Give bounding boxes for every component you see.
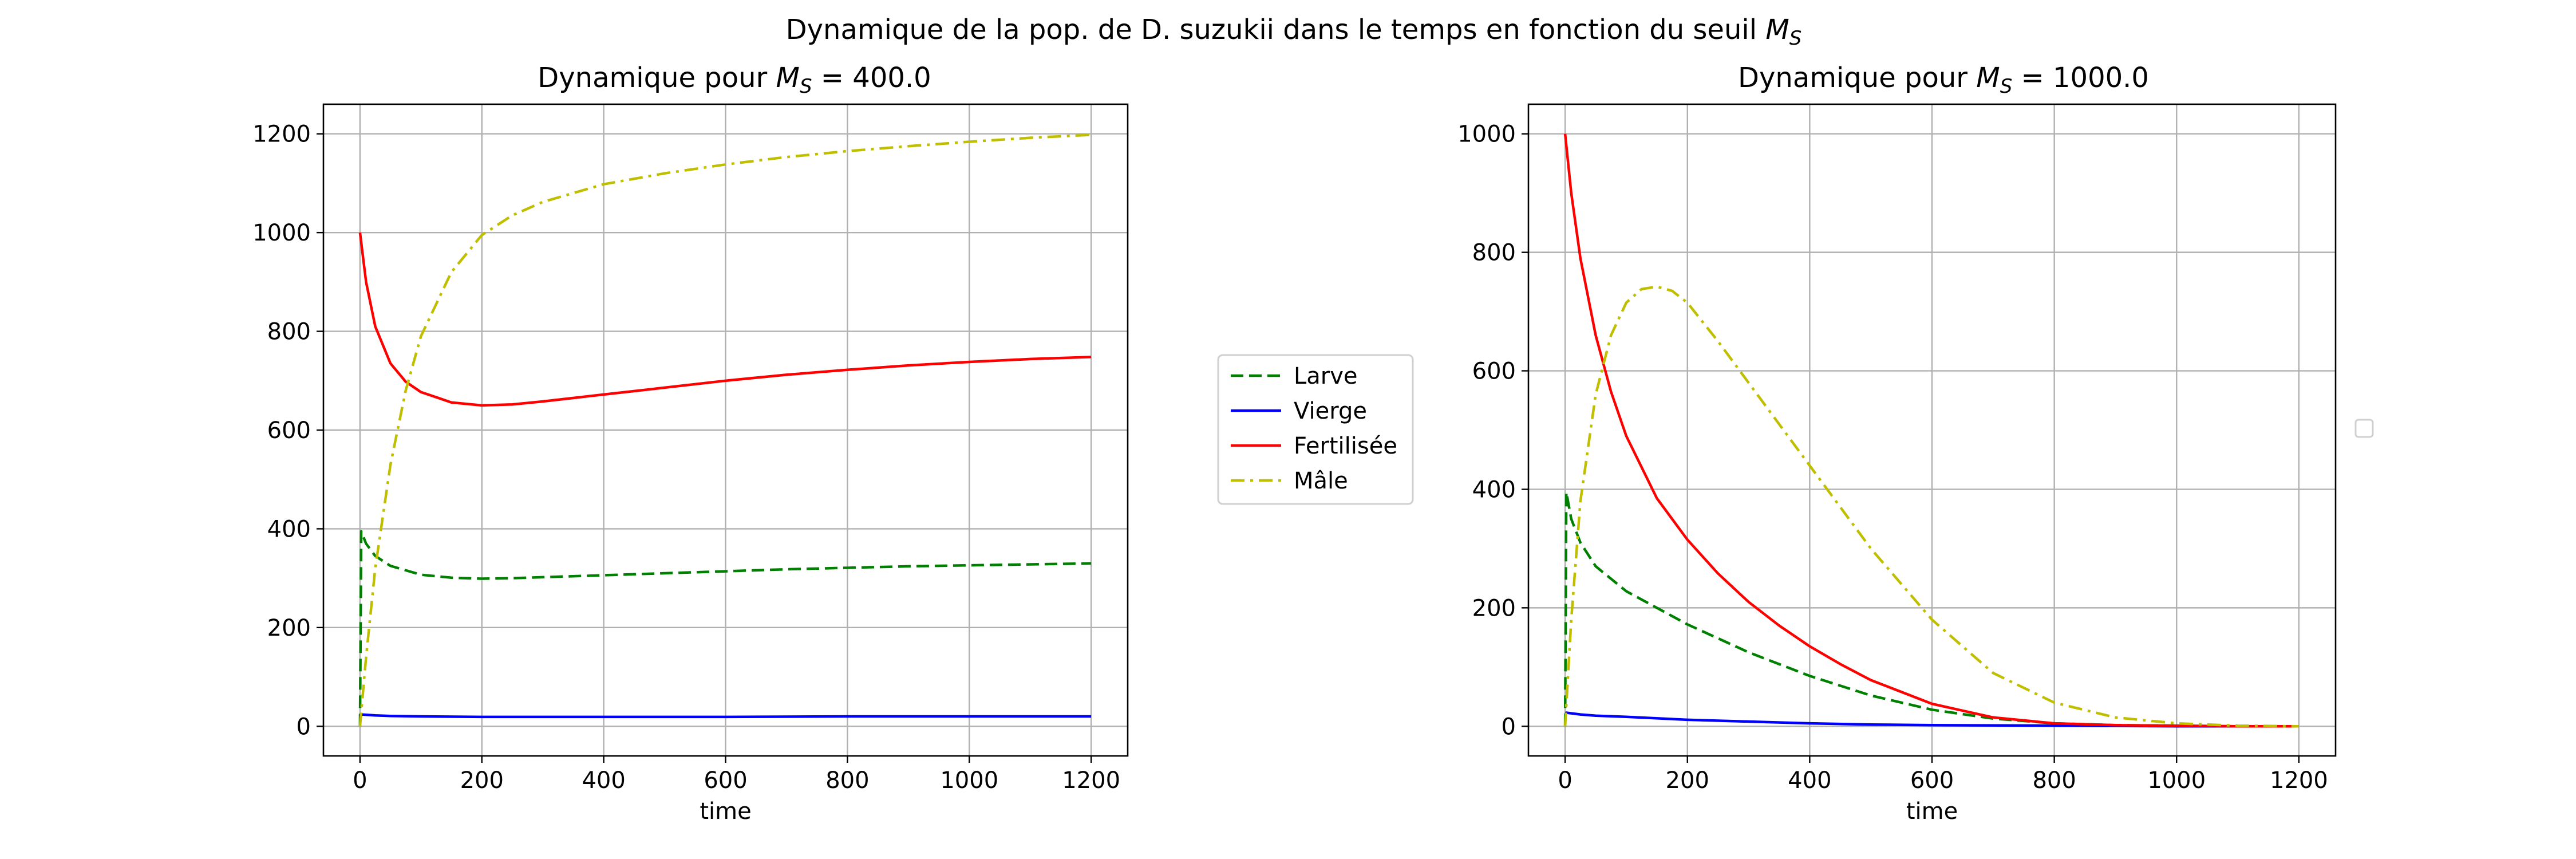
y-tick-label: 800 bbox=[267, 319, 311, 345]
legend: Larve Vierge Fertilisée Mâle bbox=[1217, 354, 1414, 505]
series-line-mâle bbox=[1563, 285, 2299, 728]
series-line-larve bbox=[358, 530, 1092, 727]
plot-ms-1000: Dynamique pour MS = 1000.0 0 200 400 600 800… bbox=[1457, 62, 2337, 825]
figure-suptitle: Dynamique de la pop. de D. suzukii dans … bbox=[786, 14, 1802, 50]
y-tick-label: 400 bbox=[1472, 476, 1516, 503]
y-tick-label: 400 bbox=[267, 516, 311, 542]
legend-label: Larve bbox=[1294, 363, 1358, 389]
x-tick-label: 600 bbox=[704, 767, 747, 794]
x-tick-label: 0 bbox=[353, 767, 367, 794]
series-line-vierge bbox=[1564, 711, 2299, 728]
x-tick-label: 200 bbox=[460, 767, 504, 794]
x-tick-label: 1000 bbox=[2147, 767, 2206, 794]
x-tick-label: 400 bbox=[1788, 767, 1831, 794]
series-line-vierge bbox=[358, 713, 1092, 719]
y-tick-label: 800 bbox=[1472, 240, 1516, 266]
x-tick-label: 600 bbox=[1910, 767, 1954, 794]
x-tick-label: 200 bbox=[1666, 767, 1709, 794]
y-tick-label: 200 bbox=[1472, 595, 1516, 621]
y-tick-label: 200 bbox=[267, 615, 311, 641]
x-tick-label: 1000 bbox=[940, 767, 998, 794]
plot-title: Dynamique pour MS = 1000.0 bbox=[1738, 62, 2149, 98]
x-axis-label: time bbox=[700, 798, 751, 825]
series-line-larve bbox=[1563, 491, 2299, 728]
series-line-mâle bbox=[358, 133, 1092, 727]
legend-label: Mâle bbox=[1294, 468, 1348, 494]
y-tick-label: 0 bbox=[1502, 714, 1516, 740]
y-tick-label: 0 bbox=[297, 714, 311, 740]
y-tick-label: 1000 bbox=[1457, 121, 1516, 148]
legend-label: Vierge bbox=[1294, 398, 1367, 424]
x-tick-label: 0 bbox=[1558, 767, 1572, 794]
plot-ms-400: Dynamique pour MS = 400.0 0 200 400 600 800 1… bbox=[252, 62, 1129, 825]
legend-frame bbox=[1217, 354, 1414, 505]
empty-legend-box bbox=[2354, 419, 2374, 438]
x-tick-label: 800 bbox=[825, 767, 869, 794]
y-tick-label: 1000 bbox=[252, 220, 311, 246]
x-axis-label: time bbox=[1906, 798, 1958, 825]
series-line-fertilisée bbox=[1563, 133, 2299, 728]
x-tick-label: 400 bbox=[582, 767, 625, 794]
x-tick-label: 1200 bbox=[1062, 767, 1120, 794]
plot-title: Dynamique pour MS = 400.0 bbox=[538, 62, 931, 98]
x-tick-label: 1200 bbox=[2270, 767, 2328, 794]
y-tick-label: 600 bbox=[267, 417, 311, 444]
y-tick-label: 600 bbox=[1472, 358, 1516, 385]
series-line-fertilisée bbox=[358, 232, 1092, 407]
x-tick-label: 800 bbox=[2032, 767, 2076, 794]
legend-label: Fertilisée bbox=[1294, 433, 1397, 459]
y-tick-label: 1200 bbox=[252, 121, 311, 148]
